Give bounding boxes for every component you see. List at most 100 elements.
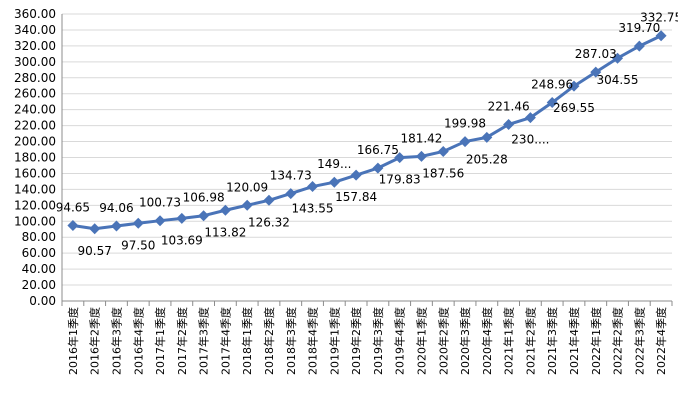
data-point-marker [89, 223, 101, 235]
data-point-marker [132, 217, 144, 229]
y-tick-label: 80.00 [22, 230, 56, 244]
x-tick-label: 2021年3季度 [545, 307, 559, 375]
data-point-marker [633, 40, 645, 52]
y-tick-label: 180.00 [14, 151, 56, 165]
data-label: 94.06 [99, 201, 133, 215]
x-tick-label: 2022年1季度 [589, 307, 603, 375]
x-tick-label: 2019年1季度 [327, 307, 341, 375]
x-tick-label: 2020年4季度 [480, 307, 494, 375]
data-label: 304.55 [597, 73, 639, 87]
data-point-marker [67, 220, 79, 232]
data-point-marker [546, 97, 558, 109]
data-label: 332.75 [640, 11, 678, 25]
y-tick-label: 280.00 [14, 71, 56, 85]
data-label: 143.55 [292, 202, 334, 216]
x-tick-label: 2021年2季度 [523, 307, 537, 375]
data-point-marker [503, 118, 515, 130]
x-tick-label: 2016年1季度 [66, 307, 80, 375]
data-label: 205.28 [466, 152, 508, 166]
data-label: 187.56 [422, 166, 464, 180]
data-point-marker [350, 169, 362, 181]
data-label: 103.69 [161, 233, 203, 247]
data-point-marker [241, 199, 253, 211]
data-label: 166.75 [357, 143, 399, 157]
data-point-marker [415, 150, 427, 162]
data-point-marker [176, 212, 188, 224]
x-tick-label: 2016年4季度 [131, 307, 145, 375]
x-tick-label: 2017年3季度 [197, 307, 211, 375]
x-tick-label: 2019年3季度 [371, 307, 385, 375]
data-point-marker [612, 52, 624, 64]
x-tick-label: 2017年1季度 [153, 307, 167, 375]
data-label: 179.83 [379, 173, 421, 187]
x-tick-label: 2016年3季度 [109, 307, 123, 375]
x-tick-label: 2022年3季度 [632, 307, 646, 375]
data-point-marker [198, 210, 210, 222]
y-tick-label: 60.00 [22, 246, 56, 260]
data-label: 248.96 [531, 78, 573, 92]
data-label: 287.03 [575, 47, 617, 61]
data-label: 181.42 [400, 131, 442, 145]
data-label: 269.55 [553, 101, 595, 115]
data-point-marker [263, 194, 275, 206]
series-line-path [72, 34, 662, 231]
y-tick-label: 340.00 [14, 23, 56, 37]
gridlines [61, 13, 672, 302]
data-label: 94.65 [56, 201, 90, 215]
x-tick-label: 2022年2季度 [611, 307, 625, 375]
x-tick-label: 2020年2季度 [436, 307, 450, 375]
data-point-marker [110, 220, 122, 232]
y-tick-label: 160.00 [14, 166, 56, 180]
data-point-marker [590, 66, 602, 78]
data-point-marker [524, 112, 536, 124]
data-label: 100.73 [139, 196, 181, 210]
data-label: 199.98 [444, 117, 486, 131]
data-point-marker [481, 131, 493, 143]
x-tick-label: 2019年2季度 [349, 307, 363, 375]
x-tick-label: 2021年1季度 [502, 307, 516, 375]
data-point-marker [285, 188, 297, 200]
data-label: 97.50 [121, 238, 155, 252]
data-label: 319.70 [618, 21, 660, 35]
data-label: 149... [317, 157, 351, 171]
data-point-marker [459, 136, 471, 148]
y-tick-label: 240.00 [14, 103, 56, 117]
data-point-marker [307, 181, 319, 193]
x-tick-label: 2017年4季度 [218, 307, 232, 375]
data-label: 126.32 [248, 215, 290, 229]
data-point-marker [655, 30, 667, 42]
x-tick-label: 2018年3季度 [284, 307, 298, 375]
x-tick-label: 2021年4季度 [567, 307, 581, 375]
y-tick-label: 220.00 [14, 119, 56, 133]
data-label: 230.... [511, 133, 549, 147]
y-tick-label: 100.00 [14, 214, 56, 228]
data-label: 106.98 [183, 191, 225, 205]
data-label: 120.09 [226, 180, 268, 194]
y-tick-label: 360.00 [14, 7, 56, 21]
x-tick-label: 2018年1季度 [240, 307, 254, 375]
x-tick-label: 2016年2季度 [88, 307, 102, 375]
y-tick-label: 200.00 [14, 135, 56, 149]
y-tick-label: 120.00 [14, 198, 56, 212]
data-point-marker [437, 145, 449, 157]
data-point-marker [219, 204, 231, 216]
x-tick-label: 2020年3季度 [458, 307, 472, 375]
data-label: 221.46 [488, 99, 530, 113]
data-point-marker [154, 215, 166, 227]
x-tick-label: 2018年2季度 [262, 307, 276, 375]
y-tick-label: 140.00 [14, 182, 56, 196]
y-tick-label: 0.00 [29, 294, 56, 308]
data-label: 90.57 [77, 244, 111, 258]
x-axis-ticks: 2016年1季度 2016年2季度 2016年3季度 2016年4季度 2017年1季度… [61, 301, 673, 375]
y-tick-label: 320.00 [14, 39, 56, 53]
x-tick-label: 2022年4季度 [654, 307, 668, 375]
series-markers [67, 30, 667, 235]
data-label: 134.73 [270, 169, 312, 183]
data-point-marker [328, 176, 340, 188]
y-tick-label: 20.00 [22, 278, 56, 292]
data-label: 113.82 [204, 225, 246, 239]
x-tick-label: 2020年1季度 [414, 307, 428, 375]
x-tick-label: 2018年4季度 [306, 307, 320, 375]
